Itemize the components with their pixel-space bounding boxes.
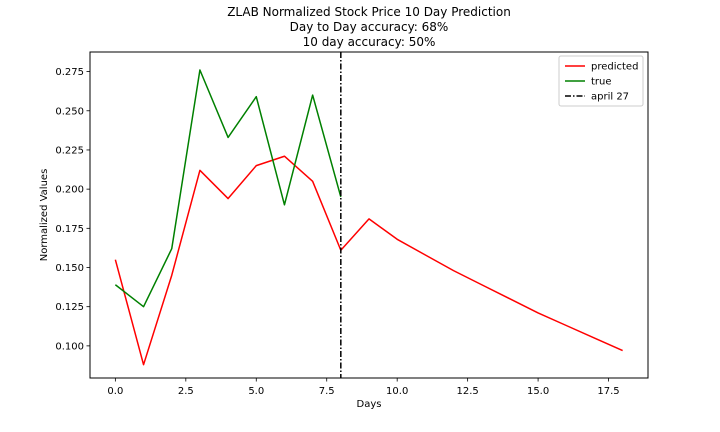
x-tick-label: 15.0 xyxy=(527,386,549,397)
chart-title-line-2: Day to Day accuracy: 68% xyxy=(289,20,449,34)
chart-title-line-3: 10 day accuracy: 50% xyxy=(302,35,436,49)
y-tick-label: 0.225 xyxy=(55,145,84,156)
axes-layer: 0.0 2.5 5.0 7.5 10.0 12.5 15.0 17.5 0.100 0.125 0.… xyxy=(55,67,619,397)
x-tick-label: 0.0 xyxy=(107,386,123,397)
y-axis-label: Normalized Values xyxy=(39,169,50,262)
legend-box xyxy=(558,55,644,107)
legend: predicted true april 27 xyxy=(558,55,644,107)
legend-label-vline: april 27 xyxy=(591,92,629,103)
x-tick-label: 17.5 xyxy=(597,386,619,397)
x-tick-label: 2.5 xyxy=(178,386,194,397)
plot-layer xyxy=(114,52,623,378)
y-tick-label: 0.125 xyxy=(55,302,84,313)
x-tick-label: 10.0 xyxy=(386,386,408,397)
series-line-true xyxy=(114,69,342,308)
y-tick-label: 0.250 xyxy=(55,106,84,117)
x-tick-label: 12.5 xyxy=(457,386,479,397)
chart-title-line-1: ZLAB Normalized Stock Price 10 Day Predi… xyxy=(227,5,511,19)
y-tick-label: 0.200 xyxy=(55,185,84,196)
x-tick-label: 7.5 xyxy=(319,386,335,397)
series-line-predicted xyxy=(114,155,623,366)
legend-label-predicted: predicted xyxy=(591,62,638,73)
y-tick-label: 0.275 xyxy=(55,67,84,78)
y-tick-label: 0.175 xyxy=(55,224,84,235)
y-tick-label: 0.150 xyxy=(55,263,84,274)
x-axis-label: Days xyxy=(357,399,382,410)
legend-label-true: true xyxy=(591,77,612,88)
y-tick-label: 0.100 xyxy=(55,341,84,352)
plot-frame xyxy=(89,51,649,379)
x-tick-label: 5.0 xyxy=(248,386,264,397)
